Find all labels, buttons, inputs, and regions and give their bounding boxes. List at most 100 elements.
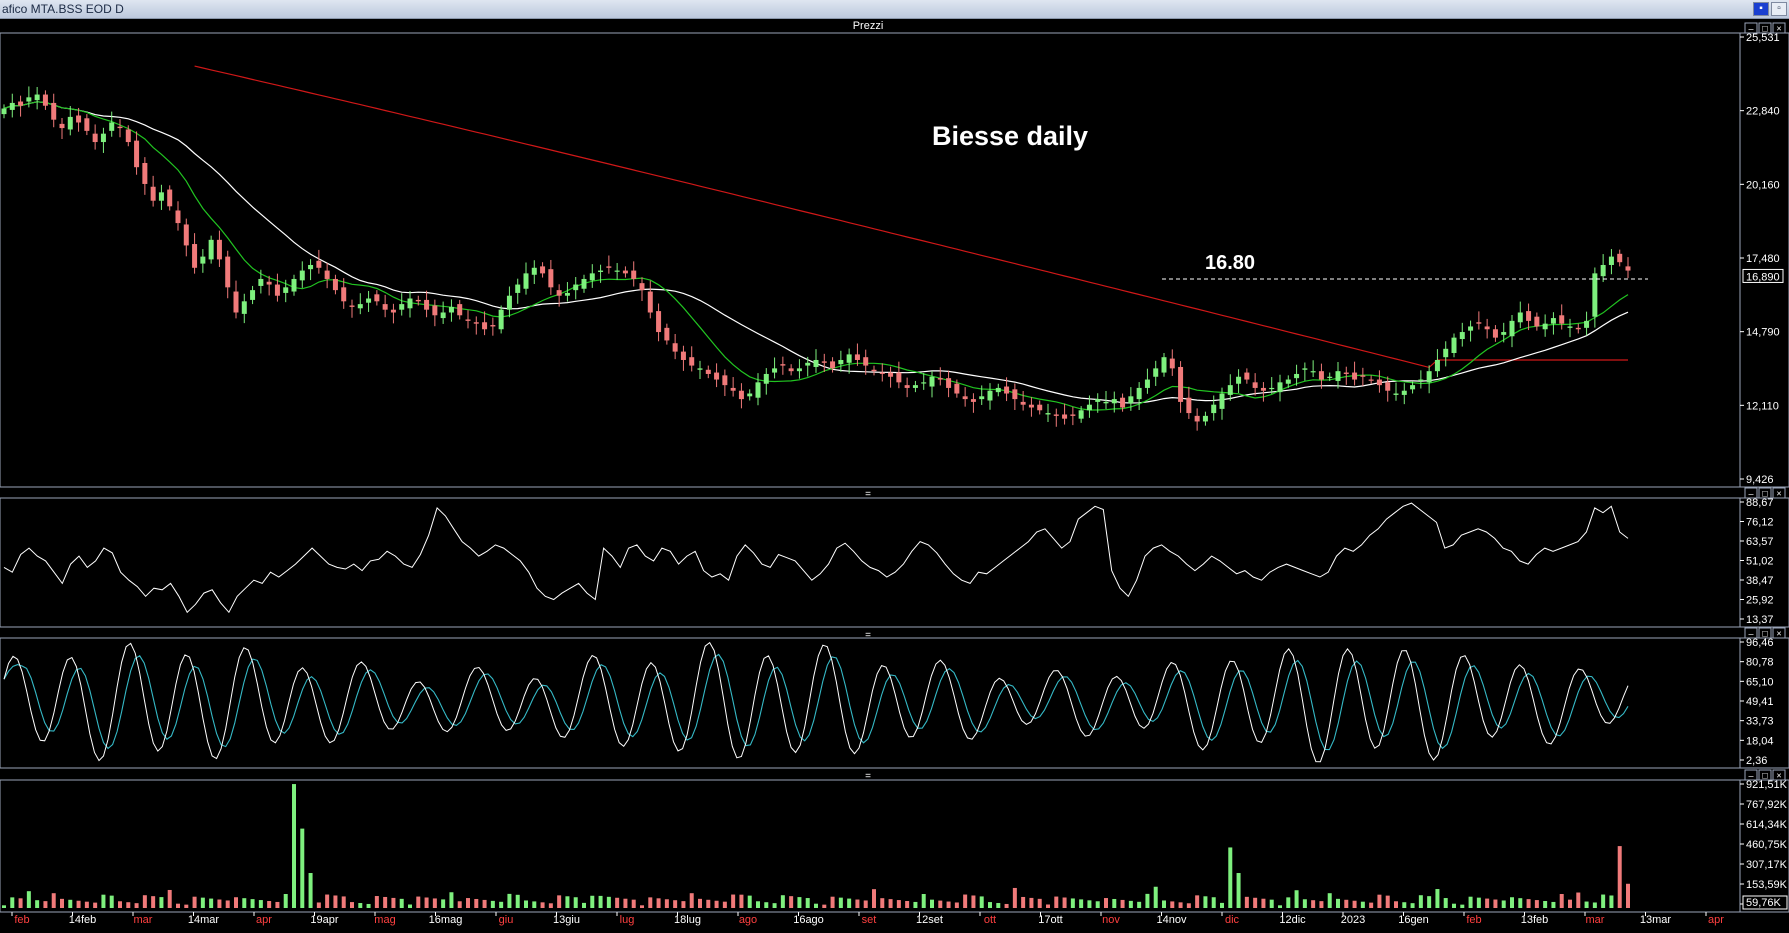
candle-body (34, 94, 40, 101)
candle-body (1567, 326, 1573, 328)
volume-bar (913, 901, 918, 908)
volume-bar (68, 899, 73, 908)
volume-bar (275, 901, 280, 908)
candle-body (440, 312, 446, 319)
candle-body (1252, 382, 1258, 388)
candle-body (1310, 371, 1316, 373)
volume-bar (408, 904, 412, 908)
candle-body (656, 311, 662, 333)
candle-body (556, 290, 562, 296)
volume-bar (358, 903, 363, 908)
volume-bar (573, 897, 578, 908)
volume-bar (1029, 897, 1034, 908)
pane-separator-3[interactable]: = (865, 771, 871, 782)
candle-body (274, 284, 280, 296)
candle-body (1037, 404, 1043, 411)
volume-bar (1336, 898, 1340, 908)
volume-bars (2, 784, 1630, 908)
volume-bar (1576, 892, 1581, 908)
candle-body (598, 270, 604, 272)
candle-body (1418, 379, 1424, 381)
volume-bar (1452, 903, 1456, 908)
candle-body (838, 359, 844, 365)
candle-body (1260, 387, 1266, 391)
pane-4-maximize-button[interactable] (1758, 769, 1772, 781)
pane-4-maximize-glyph: □ (1762, 771, 1768, 781)
pane-separator-1[interactable]: = (865, 489, 871, 500)
candle-body (1434, 359, 1440, 372)
y-axis-ticks: 25,531 22,840 20,160 17,480 14,790 12,110 9,42… (1740, 32, 1788, 911)
volume-bar (200, 897, 205, 908)
volume-bar (805, 898, 810, 908)
volume-bar (1170, 901, 1175, 908)
candle-body (523, 273, 529, 289)
volume-bar (441, 899, 446, 908)
volume-bar (1037, 898, 1042, 908)
volume-bar (159, 897, 164, 908)
volume-bar (988, 902, 992, 908)
pane-1-minimize-button[interactable] (1744, 22, 1758, 34)
pane-1-close-button[interactable] (1772, 22, 1786, 34)
pane-2-minimize-button[interactable] (1744, 487, 1758, 499)
x-axis-label: 12dic (1279, 914, 1306, 926)
volume-bar (714, 900, 719, 908)
volume-bar (18, 898, 23, 908)
candle-body (1128, 396, 1134, 404)
volume-bar (391, 897, 396, 908)
volume-bar (1476, 897, 1481, 908)
volume-bar (126, 902, 131, 908)
candle-body (871, 369, 877, 372)
candle-body (1600, 264, 1606, 277)
candle-body (1269, 387, 1275, 390)
volume-bar (118, 901, 122, 908)
volume-bar (938, 900, 943, 908)
pane-2-close-button[interactable] (1772, 487, 1786, 499)
pane-2-maximize-button[interactable] (1758, 487, 1772, 499)
volume-bar (689, 893, 694, 908)
volume-bar (756, 901, 760, 908)
volume-bar (10, 897, 15, 908)
candle-body (1335, 371, 1341, 381)
pane-3-maximize-button[interactable] (1758, 627, 1772, 639)
volume-bar (830, 896, 835, 908)
candle-body (548, 269, 554, 288)
y-tick-label-pane1: 14,790 (1746, 327, 1780, 339)
pane-4-close-button[interactable] (1772, 769, 1786, 781)
volume-bar (1269, 899, 1274, 908)
pane-2-maximize-glyph: □ (1762, 489, 1768, 499)
y-tick-label-pane3: 49,41 (1746, 696, 1774, 708)
pane-separator-2[interactable]: = (865, 630, 871, 641)
candle-body (1534, 316, 1540, 327)
pane-3-close-button[interactable] (1772, 627, 1786, 639)
volume-bar (1261, 898, 1266, 908)
candle-body (448, 306, 454, 313)
candle-body (506, 295, 512, 310)
candle-body (680, 351, 686, 360)
pane-1-minimize-glyph: – (1748, 24, 1753, 34)
x-axis-label: feb (14, 914, 29, 926)
pane-1-maximize-button[interactable] (1758, 22, 1772, 34)
candle-body (42, 94, 48, 106)
x-axis-label: 14nov (1157, 914, 1187, 926)
volume-bar (548, 903, 553, 908)
candle-body (929, 376, 935, 387)
window-button-secondary[interactable]: ▫ (1771, 2, 1787, 16)
x-axis-labels: feb 14feb mar 14mar apr 19apr mag 16mag giu 13giu… (11, 912, 1724, 926)
volume-bar (1319, 901, 1324, 908)
candle-body (1625, 266, 1631, 271)
y-tick-label-pane1: 20,160 (1746, 179, 1780, 191)
oscillator-2-lines (3, 641, 1629, 763)
candle-body (1360, 375, 1366, 377)
ma-long-path (194, 65, 1628, 369)
pane-4-minimize-button[interactable] (1744, 769, 1758, 781)
window-button-primary[interactable]: ▪ (1753, 2, 1769, 16)
volume-bar (1617, 846, 1622, 908)
candle-body (896, 372, 902, 383)
volume-bar (424, 897, 429, 908)
candle-body (1443, 348, 1449, 358)
volume-bar (557, 895, 562, 908)
candle-body (1550, 318, 1556, 324)
volume-bar (242, 898, 247, 908)
pane-3-minimize-button[interactable] (1744, 627, 1758, 639)
